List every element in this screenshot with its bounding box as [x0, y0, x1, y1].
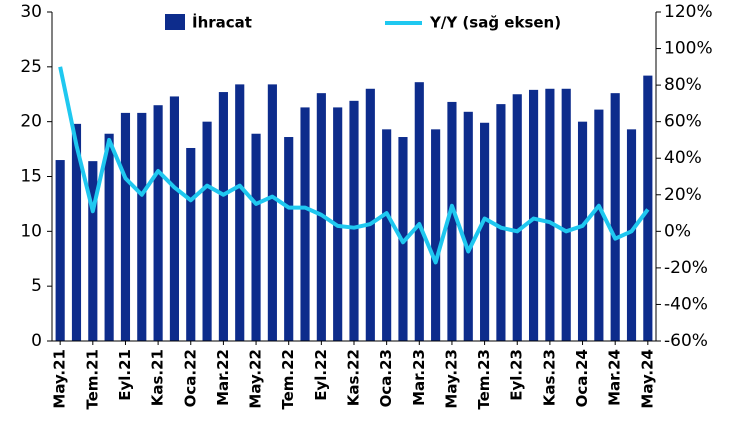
- bar: [55, 160, 65, 341]
- x-tick-label: Kas.23: [540, 349, 558, 406]
- x-tick-label: Oca.24: [573, 349, 591, 407]
- bar: [610, 93, 620, 341]
- bar: [169, 96, 180, 342]
- bar: [120, 112, 131, 341]
- bar: [528, 89, 539, 341]
- bar: [512, 94, 522, 341]
- x-tick-label: Eyl.21: [116, 349, 134, 401]
- bar: [365, 88, 375, 342]
- y2-tick-label: 60%: [664, 112, 702, 132]
- bar: [235, 84, 245, 341]
- x-tick-label: Eyl.22: [312, 349, 330, 401]
- x-tick-label: Mar.24: [606, 349, 624, 406]
- legend-swatch: [165, 14, 185, 30]
- bar: [561, 88, 571, 342]
- x-tick-label: Kas.21: [149, 349, 167, 406]
- x-tick-label: Tem.21: [83, 349, 101, 410]
- y-tick-label: 0: [31, 331, 42, 351]
- bar: [496, 104, 506, 342]
- y-tick-label: 5: [31, 276, 42, 296]
- bar: [186, 147, 196, 341]
- y2-tick-label: 80%: [664, 75, 702, 95]
- y2-tick-label: -40%: [664, 294, 708, 314]
- bar: [218, 92, 228, 341]
- bar: [88, 161, 98, 341]
- bar: [137, 112, 147, 341]
- bar: [382, 129, 392, 341]
- bar: [447, 101, 457, 341]
- x-tick-label: Mar.23: [410, 349, 428, 406]
- bar: [267, 84, 277, 341]
- bar: [577, 121, 588, 342]
- legend-label: Y/Y (sağ eksen): [429, 14, 561, 32]
- bar: [251, 133, 261, 341]
- bar: [594, 109, 604, 341]
- bar: [71, 123, 82, 341]
- x-tick-label: Kas.22: [345, 349, 363, 406]
- y-tick-label: 15: [20, 167, 42, 187]
- x-tick-label: May.21: [51, 349, 69, 409]
- bar: [284, 137, 294, 341]
- x-tick-label: Oca.22: [181, 349, 199, 407]
- x-tick-label: Tem.23: [475, 349, 493, 410]
- bar: [463, 111, 473, 342]
- y-tick-label: 25: [20, 57, 42, 77]
- bar: [545, 88, 555, 342]
- bar: [480, 122, 490, 341]
- x-tick-label: Mar.22: [214, 349, 232, 406]
- y-tick-label: 10: [20, 221, 42, 241]
- bar: [626, 129, 637, 341]
- bar: [202, 121, 212, 342]
- y2-tick-label: -60%: [664, 331, 708, 351]
- bar: [431, 129, 441, 341]
- x-tick-label: Oca.23: [377, 349, 395, 407]
- y-tick-label: 30: [20, 2, 42, 22]
- y-tick-label: 20: [20, 112, 42, 132]
- y2-tick-label: -20%: [664, 258, 708, 278]
- line: [58, 66, 650, 265]
- x-tick-label: May.23: [442, 349, 460, 409]
- x-tick-label: Eyl.23: [508, 349, 526, 401]
- bar: [349, 100, 359, 341]
- x-tick-label: May.22: [247, 349, 265, 409]
- bar: [153, 105, 163, 341]
- bar: [104, 133, 114, 341]
- y2-tick-label: 120%: [664, 2, 713, 22]
- y2-tick-label: 0%: [664, 221, 691, 241]
- bar: [643, 75, 653, 342]
- y2-tick-label: 100%: [664, 39, 713, 59]
- legend-label: İhracat: [192, 13, 252, 32]
- y2-tick-label: 40%: [664, 148, 702, 168]
- x-tick-label: May.24: [638, 349, 656, 409]
- bar: [414, 82, 424, 341]
- x-tick-label: Tem.22: [279, 349, 297, 410]
- bar: [300, 107, 310, 341]
- y2-tick-label: 20%: [664, 185, 702, 205]
